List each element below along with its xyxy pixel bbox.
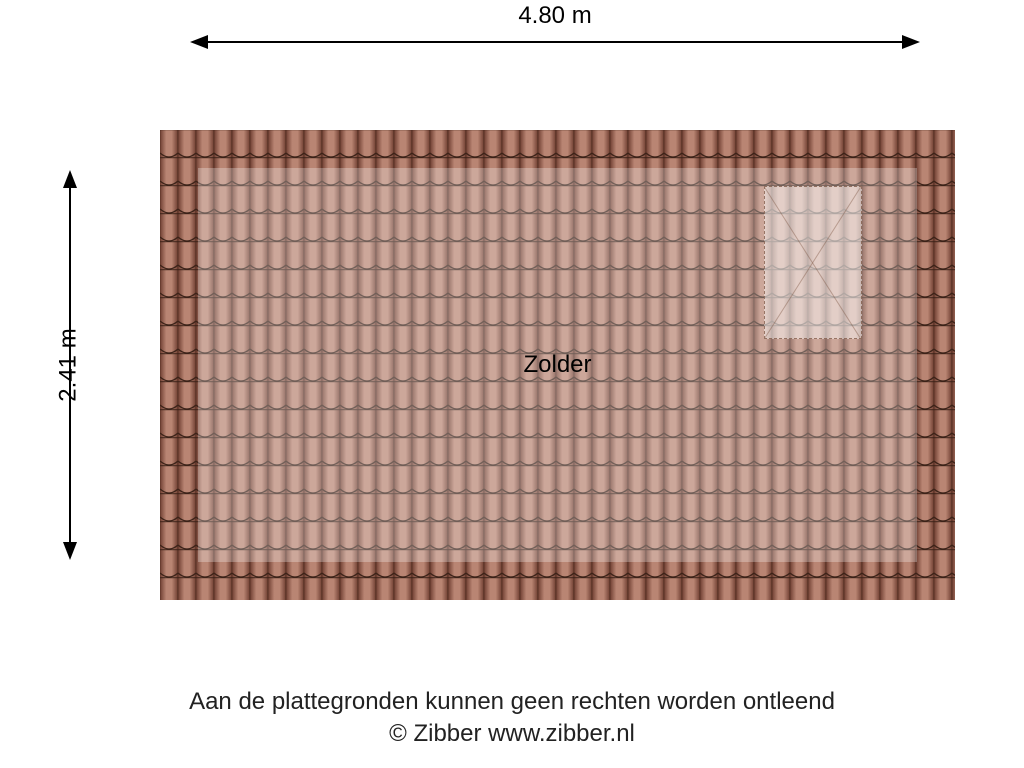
skylight-icon bbox=[764, 186, 861, 338]
dimension-width-label: 4.80 m bbox=[190, 2, 920, 30]
arrow-down-icon bbox=[63, 542, 77, 560]
dimension-width: 4.80 m bbox=[190, 32, 920, 52]
arrow-left-icon bbox=[190, 35, 208, 49]
arrow-up-icon bbox=[63, 170, 77, 188]
dimension-height-label: 2.41 m bbox=[55, 328, 83, 401]
caption-line-1: Aan de plattegronden kunnen geen rechten… bbox=[0, 686, 1024, 718]
caption-line-2: © Zibber www.zibber.nl bbox=[0, 718, 1024, 750]
room-label: Zolder bbox=[508, 351, 608, 379]
dimension-line bbox=[208, 41, 902, 43]
floorplan-canvas: 4.80 m 2.41 m Zolder Aan de plattegronde… bbox=[0, 0, 1024, 768]
arrow-right-icon bbox=[902, 35, 920, 49]
dimension-height: 2.41 m bbox=[60, 170, 80, 560]
caption: Aan de plattegronden kunnen geen rechten… bbox=[0, 686, 1024, 751]
